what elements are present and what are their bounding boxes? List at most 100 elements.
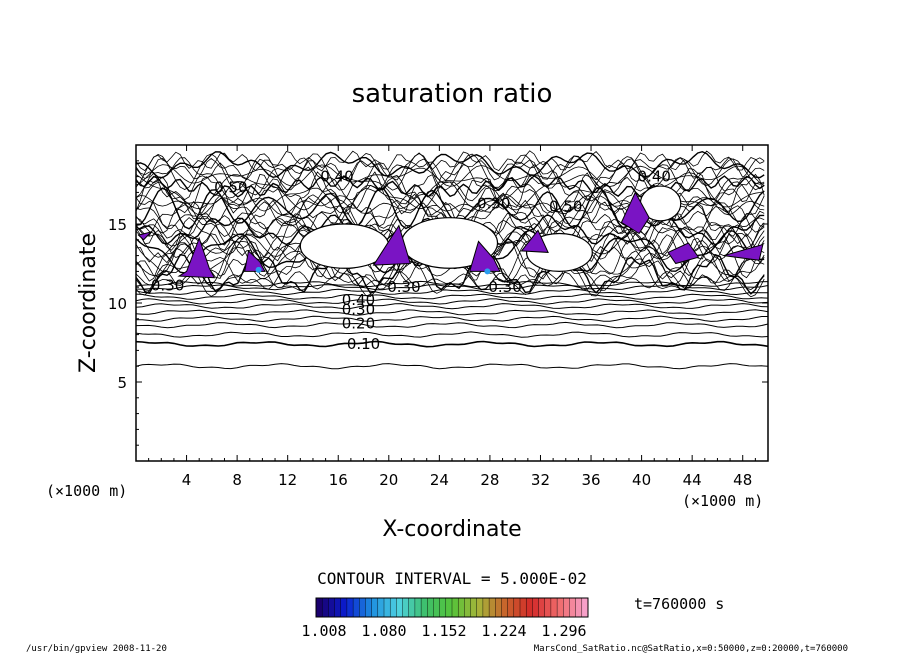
contour-label: 0.50 (214, 179, 247, 197)
contour-line (135, 150, 765, 179)
contour-label: 0.20 (342, 315, 375, 333)
contour-line (136, 315, 768, 323)
x-tick-label: 4 (182, 471, 192, 489)
colorbar-segment (544, 597, 552, 618)
contour-label: 0.40 (638, 168, 671, 186)
y-tick-label: 15 (108, 216, 127, 234)
colorbar-segment (538, 597, 546, 618)
colorbar-tick-label: 1.152 (421, 622, 466, 640)
time-stamp: t=760000 s (634, 595, 724, 613)
colorbar-segment (507, 597, 515, 618)
chart-title: saturation ratio (352, 79, 553, 109)
colorbar-segment (513, 597, 521, 618)
contour-label: 0.40 (342, 291, 375, 309)
contour-label: 0.30 (488, 278, 521, 296)
supersaturated-peak (255, 266, 262, 273)
contour-line (135, 340, 769, 348)
x-tick-label: 40 (632, 471, 651, 489)
colorbar-segment (482, 597, 490, 618)
contour-line (135, 298, 769, 305)
x-axis-ticks: 4 8 12 16 20 24 28 32 36 40 44 48 (148, 145, 756, 489)
contour-interval: CONTOUR INTERVAL = 5.000E-02 (317, 569, 587, 588)
colorbar-segment (556, 597, 564, 618)
colorbar-segment (495, 597, 502, 618)
supersaturated-region (137, 230, 153, 241)
colorbar-segment (402, 597, 410, 618)
x-tick-label: 48 (733, 471, 752, 489)
colorbar-segment (464, 597, 472, 618)
colorbar-segment (445, 597, 453, 618)
supersaturated-region (667, 242, 700, 265)
colorbar-segment (420, 597, 428, 618)
x-tick-label: 12 (278, 471, 297, 489)
y-axis-ticks: 5 10 15 (108, 160, 768, 446)
colorbar-segment (427, 597, 434, 618)
colorbar (315, 597, 589, 618)
colorbar-segment (501, 597, 509, 618)
colorbar-segment (328, 597, 336, 618)
colorbar-segment (346, 597, 354, 618)
colorbar-segment (340, 597, 348, 618)
x-tick-label: 24 (430, 471, 449, 489)
contour-label: 0.40 (320, 168, 353, 186)
colorbar-segment (352, 597, 360, 618)
colorbar-segment (470, 597, 478, 618)
y-tick-label: 5 (117, 374, 127, 392)
colorbar-segment (457, 597, 465, 618)
supersaturated-region (372, 224, 411, 266)
contour-label: 0.10 (347, 335, 380, 353)
colorbar-tick-label: 1.296 (541, 622, 586, 640)
colorbar-segment (532, 597, 540, 618)
x-tick-label: 44 (683, 471, 702, 489)
colorbar-segment (563, 597, 570, 618)
contour-line (135, 199, 765, 245)
x-tick-label: 28 (480, 471, 499, 489)
x-unit-right: (×1000 m) (682, 492, 763, 510)
colorbar-tick-label: 1.224 (481, 622, 526, 640)
colorbar-segment (359, 597, 366, 618)
colorbar-segment (315, 597, 323, 618)
x-unit-left: (×1000 m) (46, 482, 127, 500)
colorbar-segment (408, 597, 416, 618)
footer-left: /usr/bin/gpview 2008-11-20 (26, 644, 167, 654)
colorbar-segment (488, 597, 496, 618)
contour-label: 0.50 (549, 198, 582, 216)
supersaturated-region (620, 191, 650, 235)
contour-line (135, 303, 769, 310)
colorbar-segment (334, 597, 342, 618)
contour-line (135, 309, 769, 316)
contour-labels: 0.100.200.300.400.400.500.30 0.500.400.30… (151, 168, 671, 353)
colorbar-segment (321, 597, 329, 618)
colorbar-segment (569, 597, 577, 618)
colorbar-segment (550, 597, 558, 618)
colorbar-segment (377, 597, 385, 618)
contour-line (135, 271, 765, 291)
contour-line (135, 363, 769, 370)
colorbar-segment (581, 597, 589, 618)
colorbar-segment (414, 597, 422, 618)
y-axis-label: Z-coordinate (76, 233, 101, 373)
y-tick-label: 10 (108, 295, 127, 313)
colorbar-tick-label: 1.008 (301, 622, 346, 640)
colorbar-segment (383, 597, 391, 618)
colorbar-segment (365, 597, 373, 618)
x-tick-label: 32 (531, 471, 550, 489)
contour-line (135, 157, 765, 181)
colorbar-tick-labels: 1.008 1.080 1.152 1.224 1.296 (301, 622, 586, 640)
colorbar-segment (575, 597, 583, 618)
contour-line (135, 150, 765, 172)
x-axis-label: X-coordinate (382, 517, 521, 542)
contour-label: 0.30 (342, 300, 375, 318)
x-tick-label: 20 (379, 471, 398, 489)
x-tick-label: 8 (232, 471, 242, 489)
contour-field (135, 150, 769, 370)
contour-line (135, 257, 765, 298)
colorbar-segment (389, 597, 397, 618)
contour-line (135, 293, 769, 300)
supersaturated-peak (484, 268, 491, 275)
contour-label: 0.30 (151, 277, 184, 295)
colorbar-frame (315, 597, 589, 618)
supersaturated-region (177, 236, 216, 279)
contour-line (135, 321, 769, 329)
